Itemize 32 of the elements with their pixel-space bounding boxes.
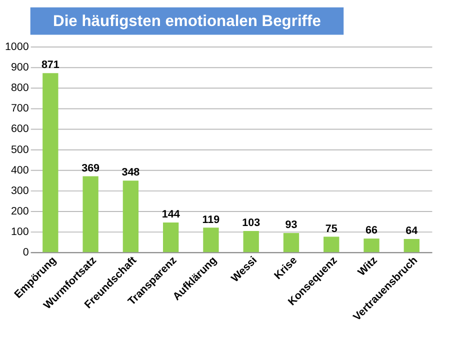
bar bbox=[162, 222, 179, 252]
data-label: 93 bbox=[285, 219, 298, 232]
data-label: 64 bbox=[406, 225, 418, 238]
y-tick-label: 1000 bbox=[4, 40, 29, 53]
bar bbox=[243, 230, 259, 252]
bar bbox=[82, 176, 98, 252]
y-tick-label: 400 bbox=[10, 164, 29, 176]
data-label: 66 bbox=[366, 224, 378, 237]
data-label: 103 bbox=[242, 217, 260, 230]
data-label: 75 bbox=[325, 222, 338, 235]
data-label: 369 bbox=[82, 162, 100, 174]
bar bbox=[283, 233, 300, 252]
data-label: 119 bbox=[202, 214, 220, 226]
y-tick-label: 200 bbox=[10, 205, 29, 218]
data-label: 871 bbox=[41, 59, 60, 72]
bar bbox=[324, 236, 340, 252]
y-tick-label: 100 bbox=[10, 226, 29, 238]
y-tick-label: 0 bbox=[22, 246, 29, 259]
y-tick-label: 300 bbox=[10, 184, 29, 197]
chart-title: Die häufigsten emotionalen Begriffe bbox=[53, 12, 322, 30]
y-tick-label: 800 bbox=[10, 82, 29, 94]
y-tick-label: 500 bbox=[10, 144, 29, 156]
y-tick-label: 600 bbox=[10, 123, 29, 136]
y-tick-label: 700 bbox=[10, 102, 29, 115]
data-label: 144 bbox=[162, 208, 180, 221]
bar bbox=[203, 228, 219, 252]
y-tick-label: 900 bbox=[10, 62, 29, 74]
bar bbox=[364, 238, 380, 252]
data-label: 348 bbox=[122, 166, 140, 179]
bar bbox=[122, 180, 139, 252]
bar bbox=[42, 73, 58, 252]
bar bbox=[404, 238, 420, 252]
